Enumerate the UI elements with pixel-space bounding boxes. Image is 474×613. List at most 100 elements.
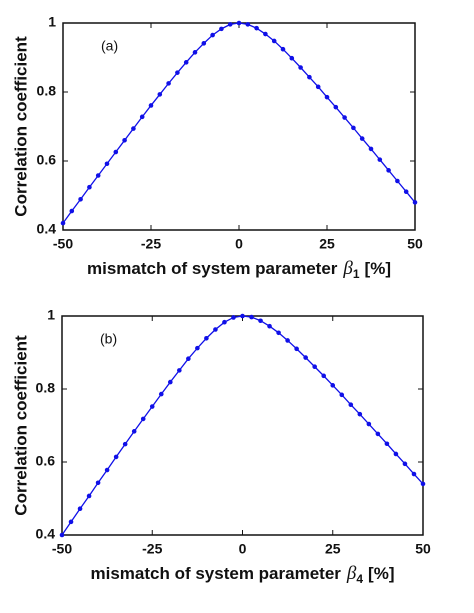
data-point bbox=[412, 200, 418, 205]
x-axis-label: mismatch of system parameter β1 [%] bbox=[87, 258, 391, 281]
y-tick-label: 0.8 bbox=[37, 83, 57, 99]
x-label-text: mismatch of system parameter bbox=[87, 259, 338, 278]
data-point bbox=[359, 136, 365, 141]
data-point bbox=[386, 168, 391, 173]
y-axis-label: Correlation coefficient bbox=[11, 36, 30, 217]
data-point bbox=[201, 41, 207, 46]
y-tick-label: 1 bbox=[47, 307, 55, 323]
data-point bbox=[303, 355, 308, 360]
x-tick-label: 50 bbox=[415, 541, 431, 557]
data-point bbox=[104, 161, 110, 167]
data-point bbox=[368, 146, 374, 152]
x-tick-label: -50 bbox=[53, 236, 73, 252]
data-point bbox=[59, 532, 65, 538]
y-tick-label: 0.4 bbox=[37, 221, 57, 237]
data-point bbox=[315, 84, 321, 90]
x-label-text: mismatch of system parameter bbox=[91, 564, 342, 583]
x-tick-label: -50 bbox=[52, 541, 72, 557]
data-point bbox=[122, 138, 127, 143]
data-point bbox=[403, 189, 409, 195]
data-point bbox=[312, 364, 318, 370]
annotation: (a) bbox=[101, 38, 118, 54]
data-point bbox=[236, 20, 242, 26]
data-point bbox=[69, 208, 75, 214]
data-point bbox=[351, 125, 356, 131]
data-point bbox=[420, 481, 426, 487]
y-tick-label: 0.4 bbox=[36, 526, 56, 542]
x-tick-label: 50 bbox=[407, 236, 423, 252]
data-point bbox=[87, 184, 92, 190]
data-point bbox=[175, 70, 180, 75]
data-point bbox=[183, 60, 189, 65]
x-tick-label: -25 bbox=[141, 236, 161, 252]
x-label-unit: [%] bbox=[365, 259, 391, 278]
x-label-subscript: 4 bbox=[356, 572, 363, 586]
y-tick-label: 1 bbox=[48, 14, 56, 30]
data-point bbox=[131, 429, 137, 434]
data-point bbox=[78, 196, 83, 202]
data-point bbox=[122, 441, 128, 447]
data-point bbox=[195, 345, 200, 351]
data-point bbox=[271, 38, 277, 44]
x-tick-label: 25 bbox=[319, 236, 335, 252]
data-point bbox=[280, 46, 286, 52]
data-point bbox=[95, 480, 101, 486]
data-point bbox=[258, 318, 263, 324]
x-label-symbol: β bbox=[342, 258, 353, 279]
data-point bbox=[131, 126, 136, 131]
data-point bbox=[68, 519, 74, 525]
data-point bbox=[254, 25, 259, 31]
data-point bbox=[375, 431, 381, 437]
x-label-subscript: 1 bbox=[353, 267, 360, 281]
data-point bbox=[245, 22, 251, 27]
data-point bbox=[377, 157, 383, 162]
plot-frame bbox=[62, 22, 416, 231]
data-point bbox=[148, 103, 154, 108]
data-point bbox=[77, 506, 83, 512]
y-tick-label: 0.6 bbox=[36, 453, 56, 469]
x-tick-label: 0 bbox=[239, 541, 247, 557]
chart-panel: 0.4 0.6 0.8 1 -50 -25 0 25 50 Correlation coeffic… bbox=[11, 14, 423, 281]
y-tick-label: 0.8 bbox=[36, 380, 56, 396]
data-point bbox=[231, 315, 236, 320]
x-label-unit: [%] bbox=[368, 564, 394, 583]
data-point bbox=[149, 404, 155, 409]
data-point bbox=[158, 391, 164, 397]
annotation: (b) bbox=[100, 331, 117, 347]
data-point bbox=[330, 383, 336, 388]
data-point bbox=[139, 114, 145, 120]
data-point bbox=[276, 330, 281, 336]
data-point bbox=[227, 22, 233, 27]
data-point bbox=[240, 313, 245, 319]
data-point bbox=[249, 314, 254, 320]
data-point bbox=[204, 335, 209, 341]
data-point bbox=[395, 178, 400, 184]
data-point bbox=[140, 416, 146, 422]
data-point bbox=[289, 55, 295, 61]
data-point bbox=[307, 74, 312, 80]
y-axis-label: Correlation coefficient bbox=[11, 335, 30, 516]
data-point bbox=[213, 327, 218, 332]
x-tick-label: 25 bbox=[325, 541, 341, 557]
data-point bbox=[113, 149, 119, 155]
data-point bbox=[298, 65, 303, 70]
data-point bbox=[348, 402, 354, 407]
data-point bbox=[342, 115, 347, 120]
data-point bbox=[366, 421, 372, 427]
data-point bbox=[186, 356, 191, 362]
data-point bbox=[402, 461, 408, 467]
chart-panel: 0.4 0.6 0.8 1 -50 -25 0 25 50 Correlation coeffic… bbox=[11, 307, 431, 586]
data-point bbox=[263, 31, 268, 37]
data-point bbox=[321, 373, 327, 379]
data-point bbox=[113, 454, 119, 460]
data-point bbox=[95, 173, 101, 178]
data-point bbox=[285, 338, 290, 343]
data-point bbox=[168, 379, 173, 385]
data-point bbox=[222, 319, 227, 325]
data-point bbox=[177, 368, 182, 373]
data-point bbox=[339, 392, 345, 398]
x-tick-label: -25 bbox=[142, 541, 162, 557]
data-point bbox=[210, 32, 215, 38]
data-point bbox=[324, 94, 330, 100]
